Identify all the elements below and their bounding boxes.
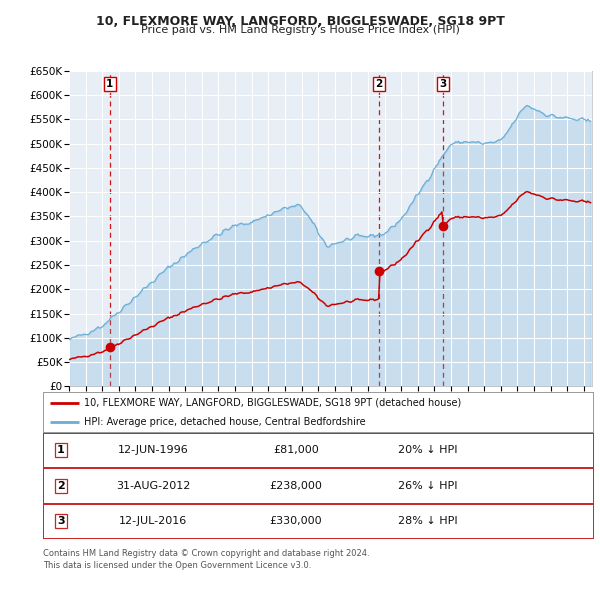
Text: 3: 3	[57, 516, 65, 526]
Text: 10, FLEXMORE WAY, LANGFORD, BIGGLESWADE, SG18 9PT (detached house): 10, FLEXMORE WAY, LANGFORD, BIGGLESWADE,…	[85, 398, 461, 408]
Text: HPI: Average price, detached house, Central Bedfordshire: HPI: Average price, detached house, Cent…	[85, 417, 366, 427]
Text: £81,000: £81,000	[273, 445, 319, 455]
Text: 12-JUN-1996: 12-JUN-1996	[118, 445, 188, 455]
Text: 10, FLEXMORE WAY, LANGFORD, BIGGLESWADE, SG18 9PT: 10, FLEXMORE WAY, LANGFORD, BIGGLESWADE,…	[95, 15, 505, 28]
Text: 1: 1	[57, 445, 65, 455]
Text: Price paid vs. HM Land Registry's House Price Index (HPI): Price paid vs. HM Land Registry's House …	[140, 25, 460, 35]
Text: 2: 2	[57, 481, 65, 490]
Text: Contains HM Land Registry data © Crown copyright and database right 2024.: Contains HM Land Registry data © Crown c…	[43, 549, 370, 558]
Text: This data is licensed under the Open Government Licence v3.0.: This data is licensed under the Open Gov…	[43, 561, 311, 570]
Text: 3: 3	[440, 79, 447, 89]
Text: 2: 2	[376, 79, 383, 89]
Text: 31-AUG-2012: 31-AUG-2012	[116, 481, 190, 490]
Text: 28% ↓ HPI: 28% ↓ HPI	[398, 516, 458, 526]
Text: 1: 1	[106, 79, 113, 89]
Text: £330,000: £330,000	[270, 516, 322, 526]
Text: £238,000: £238,000	[269, 481, 322, 490]
Text: 20% ↓ HPI: 20% ↓ HPI	[398, 445, 458, 455]
Text: 12-JUL-2016: 12-JUL-2016	[119, 516, 187, 526]
Text: 26% ↓ HPI: 26% ↓ HPI	[398, 481, 458, 490]
